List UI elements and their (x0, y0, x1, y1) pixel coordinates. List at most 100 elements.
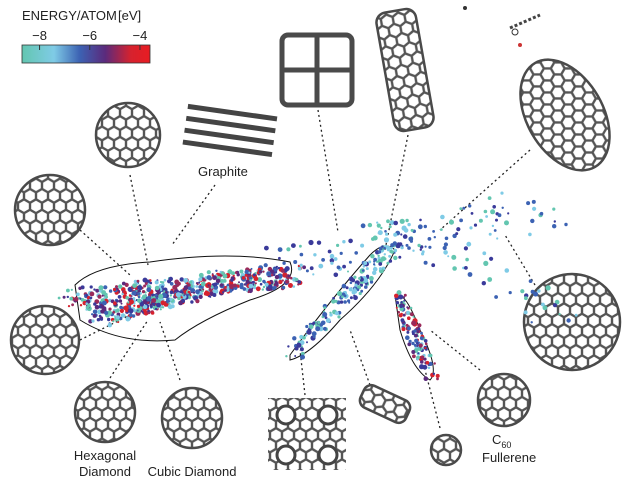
map-point (349, 281, 353, 285)
map-point (182, 294, 187, 300)
map-point (127, 301, 130, 304)
map-point (222, 291, 225, 294)
map-point (465, 257, 469, 262)
map-point (163, 278, 167, 282)
map-point (133, 304, 136, 307)
map-point (285, 355, 288, 358)
map-point (449, 219, 454, 225)
map-point (131, 314, 136, 318)
map-point (231, 271, 236, 275)
map-point (108, 298, 112, 303)
map-point (398, 242, 403, 247)
map-point (377, 232, 380, 235)
map-point (400, 245, 404, 250)
map-point (70, 288, 73, 291)
map-point (403, 293, 407, 297)
map-point (526, 201, 531, 206)
map-point (455, 232, 459, 236)
map-point (553, 220, 556, 223)
map-point (342, 264, 346, 269)
map-point (270, 273, 274, 277)
map-point (411, 341, 415, 346)
map-point (92, 309, 98, 315)
map-point (247, 290, 250, 294)
map-point (67, 305, 71, 308)
map-point (297, 266, 302, 271)
map-point (146, 297, 151, 302)
map-point (377, 250, 382, 254)
map-point (405, 218, 409, 223)
map-point (401, 244, 404, 247)
map-point (501, 206, 504, 209)
map-point (452, 266, 457, 271)
map-point (136, 279, 140, 283)
map-point (375, 260, 379, 263)
map-point (305, 334, 308, 337)
map-point (414, 333, 418, 338)
label: Cubic Diamond (148, 464, 237, 479)
map-point (195, 299, 200, 304)
map-point (369, 276, 374, 281)
colorbar (21, 44, 151, 64)
map-point (418, 343, 423, 348)
map-point (545, 285, 551, 291)
map-point (294, 346, 299, 351)
map-point (530, 218, 535, 224)
map-point (399, 306, 404, 312)
map-point (121, 292, 124, 296)
map-point (264, 245, 269, 251)
map-point (142, 277, 148, 283)
map-point (406, 330, 410, 334)
map-point (232, 274, 235, 277)
map-point (407, 342, 412, 347)
map-point (141, 290, 146, 294)
map-point (552, 303, 558, 308)
colorbar-tick-label: −6 (82, 28, 97, 43)
map-point (321, 258, 325, 262)
map-point (169, 290, 174, 295)
map-point (507, 212, 510, 215)
map-point (179, 277, 184, 282)
map-point (423, 357, 427, 361)
map-point (407, 316, 411, 321)
map-point (309, 324, 314, 330)
map-point (248, 283, 254, 289)
leader (429, 329, 481, 371)
map-point (115, 285, 118, 289)
map-point (373, 257, 377, 262)
map-point (66, 288, 70, 293)
map-point (293, 260, 298, 264)
map-point (459, 218, 463, 223)
map-point (196, 294, 199, 297)
map-point (377, 254, 380, 257)
structures (9, 6, 622, 470)
map-point (447, 255, 450, 258)
map-point (452, 233, 457, 239)
map-point (400, 301, 403, 304)
leader (504, 234, 536, 286)
map-point (212, 283, 216, 287)
map-point (402, 296, 405, 299)
structure (522, 272, 622, 372)
map-point (245, 280, 249, 284)
map-point (552, 224, 557, 229)
map-point (406, 306, 409, 309)
map-point (281, 279, 284, 282)
structure (182, 103, 278, 158)
map-point (118, 284, 123, 289)
map-point (487, 277, 493, 282)
map-point (420, 331, 423, 335)
map-point (324, 316, 328, 320)
map-point (470, 212, 474, 215)
structure (358, 383, 412, 425)
map-point (412, 249, 415, 252)
map-point (107, 323, 113, 328)
map-point (154, 294, 158, 297)
map-point (115, 299, 119, 303)
map-point (189, 280, 193, 284)
map-point (183, 294, 186, 297)
map-point (254, 282, 257, 285)
map-point (397, 310, 401, 314)
map-point (393, 251, 396, 254)
map-point (154, 285, 160, 291)
